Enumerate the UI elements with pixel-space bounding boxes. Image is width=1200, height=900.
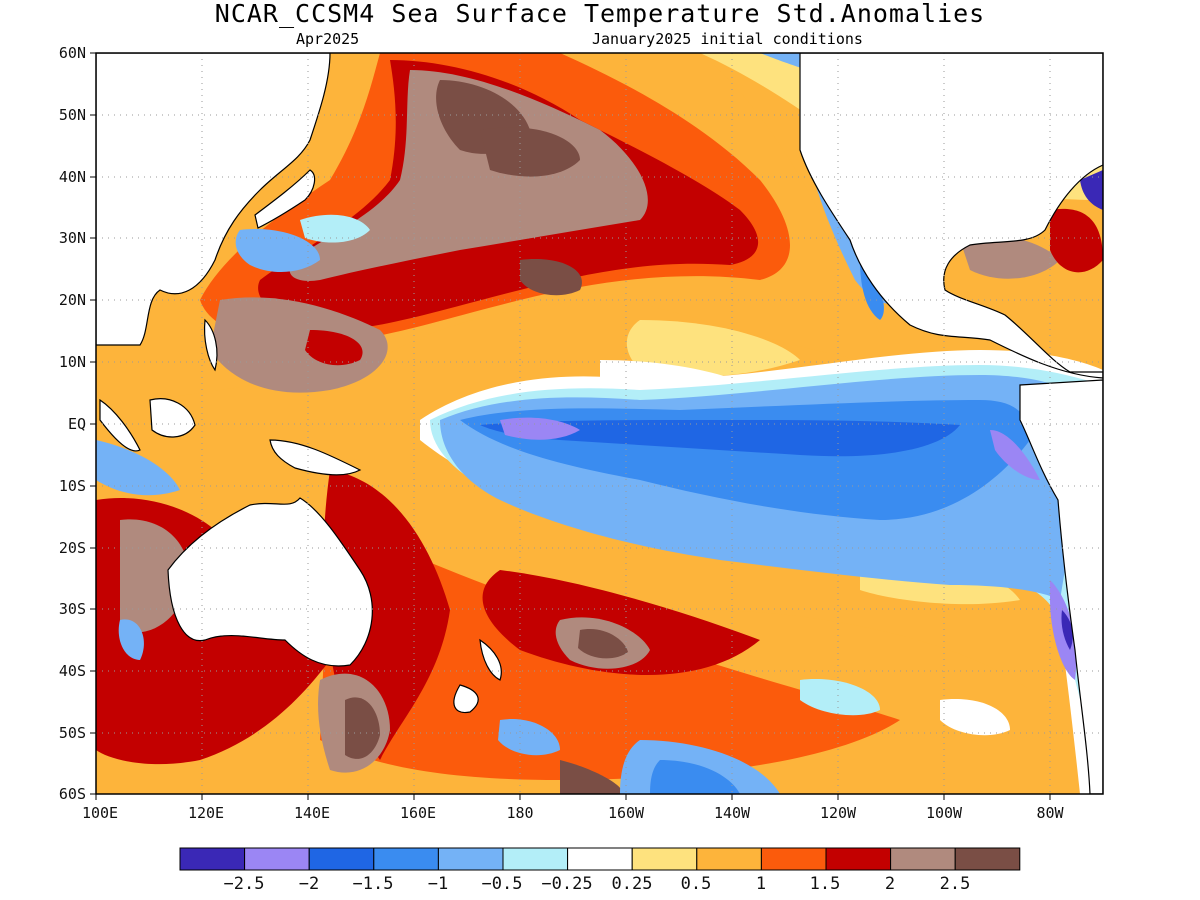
x-tick-label: 100E [82, 804, 118, 822]
y-tick-label: 30N [59, 229, 86, 247]
y-tick-label: 50N [59, 106, 86, 124]
y-tick-label: 60S [59, 785, 86, 803]
australia-landmass [167, 497, 373, 667]
asia-landmass [96, 53, 331, 346]
japan-landmass [254, 169, 316, 229]
initial-conditions-label: January2025 initial conditions [592, 30, 863, 48]
y-tick-label: 10N [59, 353, 86, 371]
new-zealand-south-island [453, 684, 479, 714]
legend-color-box [308, 847, 375, 871]
x-tick-label: 100W [926, 804, 963, 822]
legend-label: −1 [428, 874, 448, 894]
y-tick-label: 10S [59, 477, 86, 495]
south-america-landmass [1019, 379, 1103, 794]
philippines-landmass [203, 318, 218, 372]
legend-color-box [502, 847, 569, 871]
y-tick-label: 40S [59, 662, 86, 680]
legend-label: −1.5 [353, 874, 394, 894]
y-tick-label: EQ [68, 415, 86, 433]
y-tick-label: 50S [59, 724, 86, 742]
legend-label: 1.5 [810, 874, 841, 894]
y-tick-label: 20N [59, 291, 86, 309]
y-tick-label: 20S [59, 539, 86, 557]
borneo-landmass [149, 398, 196, 438]
new-zealand-north-island [479, 638, 502, 681]
legend-label: 1 [756, 874, 766, 894]
legend-label: −0.25 [541, 874, 592, 894]
legend-color-box [373, 847, 439, 871]
land-masses [96, 53, 1103, 794]
legend-color-box [179, 847, 246, 871]
x-axis: 100E 120E 140E 160E 180 160W 140W 120W 1… [82, 794, 1065, 822]
color-scale-legend: −2.5 −2 −1.5 −1 −0.5 −0.25 0.25 0.5 1 1.… [179, 847, 1021, 894]
new-guinea-landmass [269, 439, 362, 476]
forecast-month: Apr2025 [296, 30, 360, 48]
x-tick-label: 80W [1036, 804, 1064, 822]
legend-label: 0.25 [612, 874, 653, 894]
legend-color-box [825, 847, 892, 871]
legend-color-box [244, 847, 310, 871]
legend-label: −2.5 [224, 874, 265, 894]
north-america-landmass [799, 53, 1103, 379]
legend-color-box [890, 847, 956, 871]
y-tick-label: 40N [59, 168, 86, 186]
legend-color-box [567, 847, 633, 871]
legend-label: 2 [885, 874, 895, 894]
legend-color-box [696, 847, 762, 871]
anomaly-field [96, 53, 1103, 794]
x-tick-label: 120E [188, 804, 224, 822]
x-tick-label: 140E [294, 804, 330, 822]
x-tick-label: 180 [506, 804, 533, 822]
x-tick-label: 160E [400, 804, 436, 822]
legend-color-box [760, 847, 827, 871]
legend-color-box [954, 847, 1021, 871]
y-tick-label: 60N [59, 44, 86, 62]
y-tick-label: 30S [59, 600, 86, 618]
x-tick-label: 160W [608, 804, 645, 822]
legend-color-box [437, 847, 504, 871]
legend-label: 2.5 [940, 874, 971, 894]
legend-color-box [631, 847, 698, 871]
legend-label: −0.5 [482, 874, 523, 894]
cool-pockets [96, 440, 1010, 794]
x-tick-label: 140W [714, 804, 751, 822]
map-title: NCAR_CCSM4 Sea Surface Temperature Std.A… [214, 0, 986, 28]
y-axis: 60N 50N 40N 30N 20N 10N EQ 10S 20S 30S 4… [59, 44, 96, 803]
legend-label: 0.5 [681, 874, 712, 894]
equatorial-cold-tongue [420, 350, 1103, 794]
sumatra-landmass [99, 398, 141, 452]
legend-label: −2 [299, 874, 319, 894]
x-tick-label: 120W [820, 804, 857, 822]
